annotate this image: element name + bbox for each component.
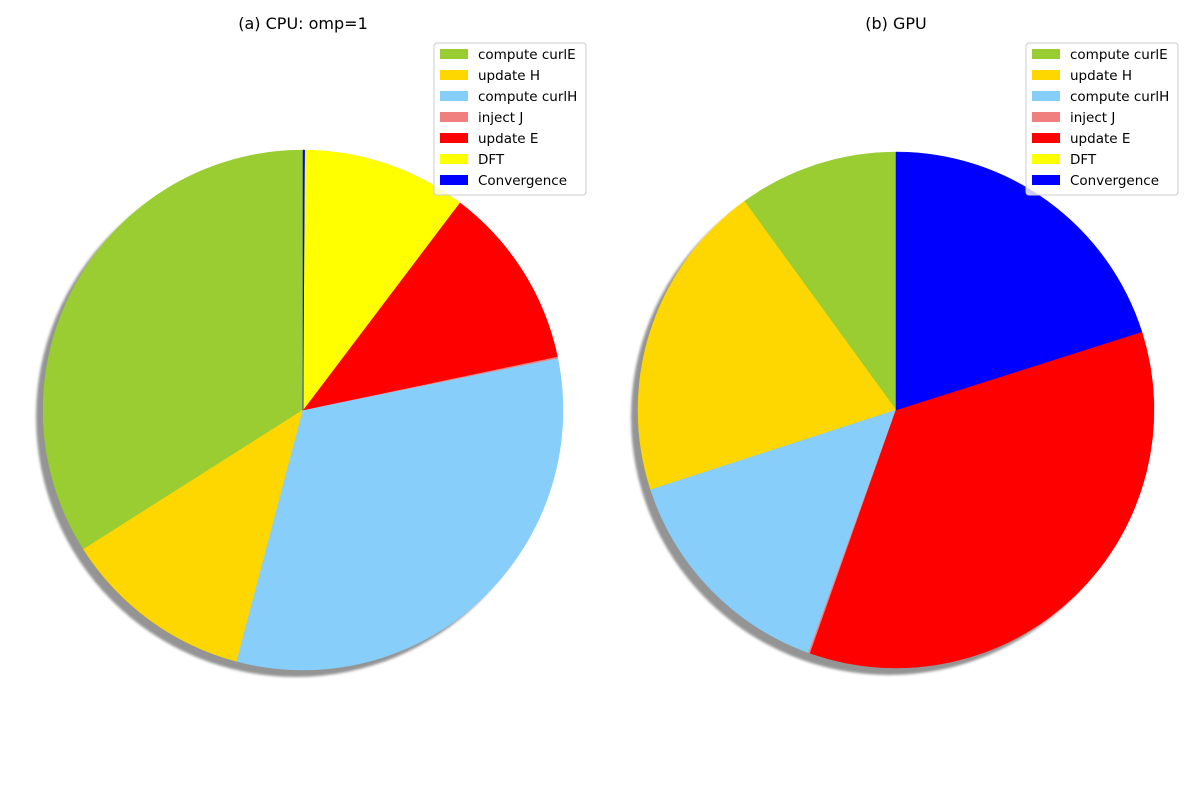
legend-label-cpu-update-e: update E bbox=[478, 131, 538, 147]
legend-swatch-gpu-dft bbox=[1032, 154, 1060, 164]
legend-gpu: compute curlE update H compute curlH inject… bbox=[1025, 42, 1179, 196]
pie-slice-gpu-compute-curlh bbox=[650, 409, 897, 654]
legend-swatch-gpu-compute-curle bbox=[1032, 49, 1060, 59]
legend-label-cpu-compute-curlh: compute curlH bbox=[478, 89, 577, 105]
legend-swatch-cpu-update-e bbox=[440, 133, 468, 143]
legend-swatch-gpu-compute-curlh bbox=[1032, 91, 1060, 101]
pie-slice-cpu-compute-curle bbox=[42, 149, 304, 550]
pie-slice-gpu-convergence bbox=[895, 151, 1143, 411]
legend-label-gpu-inject-j: inject J bbox=[1070, 110, 1115, 126]
legend-swatch-cpu-compute-curlh bbox=[440, 91, 468, 101]
pie-slice-cpu-dft bbox=[302, 149, 461, 411]
legend-label-cpu-update-h: update H bbox=[478, 68, 540, 84]
legend-label-gpu-compute-curle: compute curlE bbox=[1070, 47, 1168, 63]
pie-slice-cpu-update-e bbox=[302, 202, 558, 411]
pie-slice-cpu-compute-curlh bbox=[236, 357, 564, 671]
legend-swatch-gpu-convergence bbox=[1032, 175, 1060, 185]
chart-title-gpu: (b) GPU bbox=[865, 14, 926, 33]
legend-label-gpu-dft: DFT bbox=[1070, 152, 1097, 168]
pie-slice-gpu-compute-curle bbox=[744, 151, 897, 411]
legend-swatch-cpu-inject-j bbox=[440, 112, 468, 122]
legend-swatch-cpu-compute-curle bbox=[440, 49, 468, 59]
legend-swatch-cpu-convergence bbox=[440, 175, 468, 185]
pie-slice-gpu-update-h bbox=[637, 200, 897, 491]
legend-label-gpu-compute-curlh: compute curlH bbox=[1070, 89, 1169, 105]
chart-title-cpu: (a) CPU: omp=1 bbox=[238, 14, 368, 33]
legend-label-gpu-update-h: update H bbox=[1070, 68, 1132, 84]
pie-slice-cpu-update-h bbox=[83, 409, 304, 662]
legend-cpu: compute curlE update H compute curlH inject… bbox=[433, 42, 587, 196]
legend-swatch-cpu-dft bbox=[440, 154, 468, 164]
legend-swatch-cpu-update-h bbox=[440, 70, 468, 80]
legend-frame-gpu bbox=[1025, 42, 1179, 196]
legend-label-cpu-convergence: Convergence bbox=[478, 173, 567, 189]
pie-slice-gpu-update-e bbox=[809, 331, 1155, 669]
legend-frame-cpu bbox=[433, 42, 587, 196]
pie-slices-cpu bbox=[42, 149, 564, 671]
pie-slice-cpu-convergence bbox=[302, 149, 305, 411]
legend-swatch-gpu-update-h bbox=[1032, 70, 1060, 80]
pie-slices-gpu bbox=[637, 151, 1155, 669]
legend-label-cpu-dft: DFT bbox=[478, 152, 505, 168]
legend-label-cpu-compute-curle: compute curlE bbox=[478, 47, 576, 63]
legend-label-gpu-update-e: update E bbox=[1070, 131, 1130, 147]
legend-label-cpu-inject-j: inject J bbox=[478, 110, 523, 126]
legend-swatch-gpu-inject-j bbox=[1032, 112, 1060, 122]
legend-label-gpu-convergence: Convergence bbox=[1070, 173, 1159, 189]
legend-swatch-gpu-update-e bbox=[1032, 133, 1060, 143]
